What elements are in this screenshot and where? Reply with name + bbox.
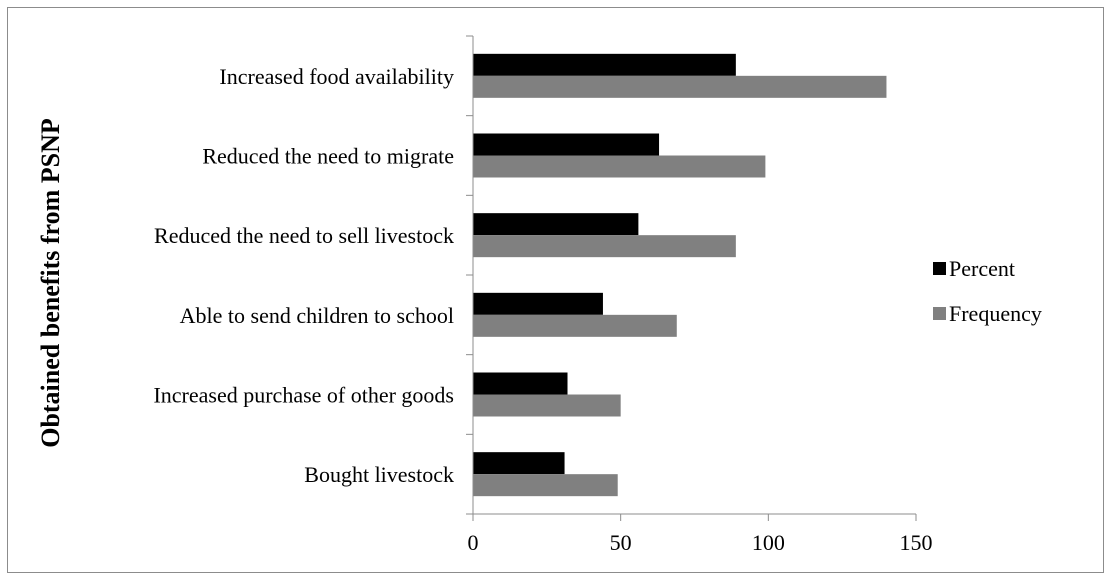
- legend: Percent Frequency: [933, 256, 1042, 326]
- legend-label-frequency: Frequency: [949, 301, 1042, 326]
- bar-frequency-4: [473, 155, 766, 178]
- category-label-0: Bought livestock: [304, 462, 454, 487]
- bars-layer: [473, 53, 887, 497]
- bar-chart: Bought livestock Increased purchase of ot…: [36, 35, 1042, 555]
- x-tick-label-0: 0: [468, 530, 479, 555]
- bar-frequency-2: [473, 314, 677, 337]
- legend-swatch-percent: [933, 262, 946, 275]
- bar-frequency-0: [473, 474, 618, 497]
- bar-percent-5: [473, 53, 736, 76]
- bar-frequency-5: [473, 75, 887, 98]
- x-tick-label-100: 100: [752, 530, 785, 555]
- x-tick-label-50: 50: [610, 530, 632, 555]
- category-label-1: Increased purchase of other goods: [153, 383, 454, 408]
- category-label-3: Reduced the need to sell livestock: [154, 223, 454, 248]
- bar-percent-2: [473, 292, 603, 315]
- x-tick-label-150: 150: [900, 530, 933, 555]
- bar-frequency-3: [473, 235, 736, 258]
- legend-swatch-frequency: [933, 307, 946, 320]
- bar-percent-0: [473, 452, 565, 475]
- bar-percent-4: [473, 133, 660, 156]
- y-axis-label: Obtained benefits from PSNP: [36, 118, 65, 448]
- legend-label-percent: Percent: [949, 256, 1015, 281]
- category-label-4: Reduced the need to migrate: [202, 144, 454, 169]
- bar-frequency-1: [473, 394, 621, 417]
- axes-layer: [466, 35, 917, 521]
- bar-percent-3: [473, 213, 639, 236]
- chart-frame: Bought livestock Increased purchase of ot…: [7, 7, 1104, 573]
- category-label-5: Increased food availability: [219, 64, 454, 89]
- category-label-2: Able to send children to school: [180, 303, 454, 328]
- labels-layer: Bought livestock Increased purchase of ot…: [153, 64, 932, 555]
- bar-percent-1: [473, 372, 568, 395]
